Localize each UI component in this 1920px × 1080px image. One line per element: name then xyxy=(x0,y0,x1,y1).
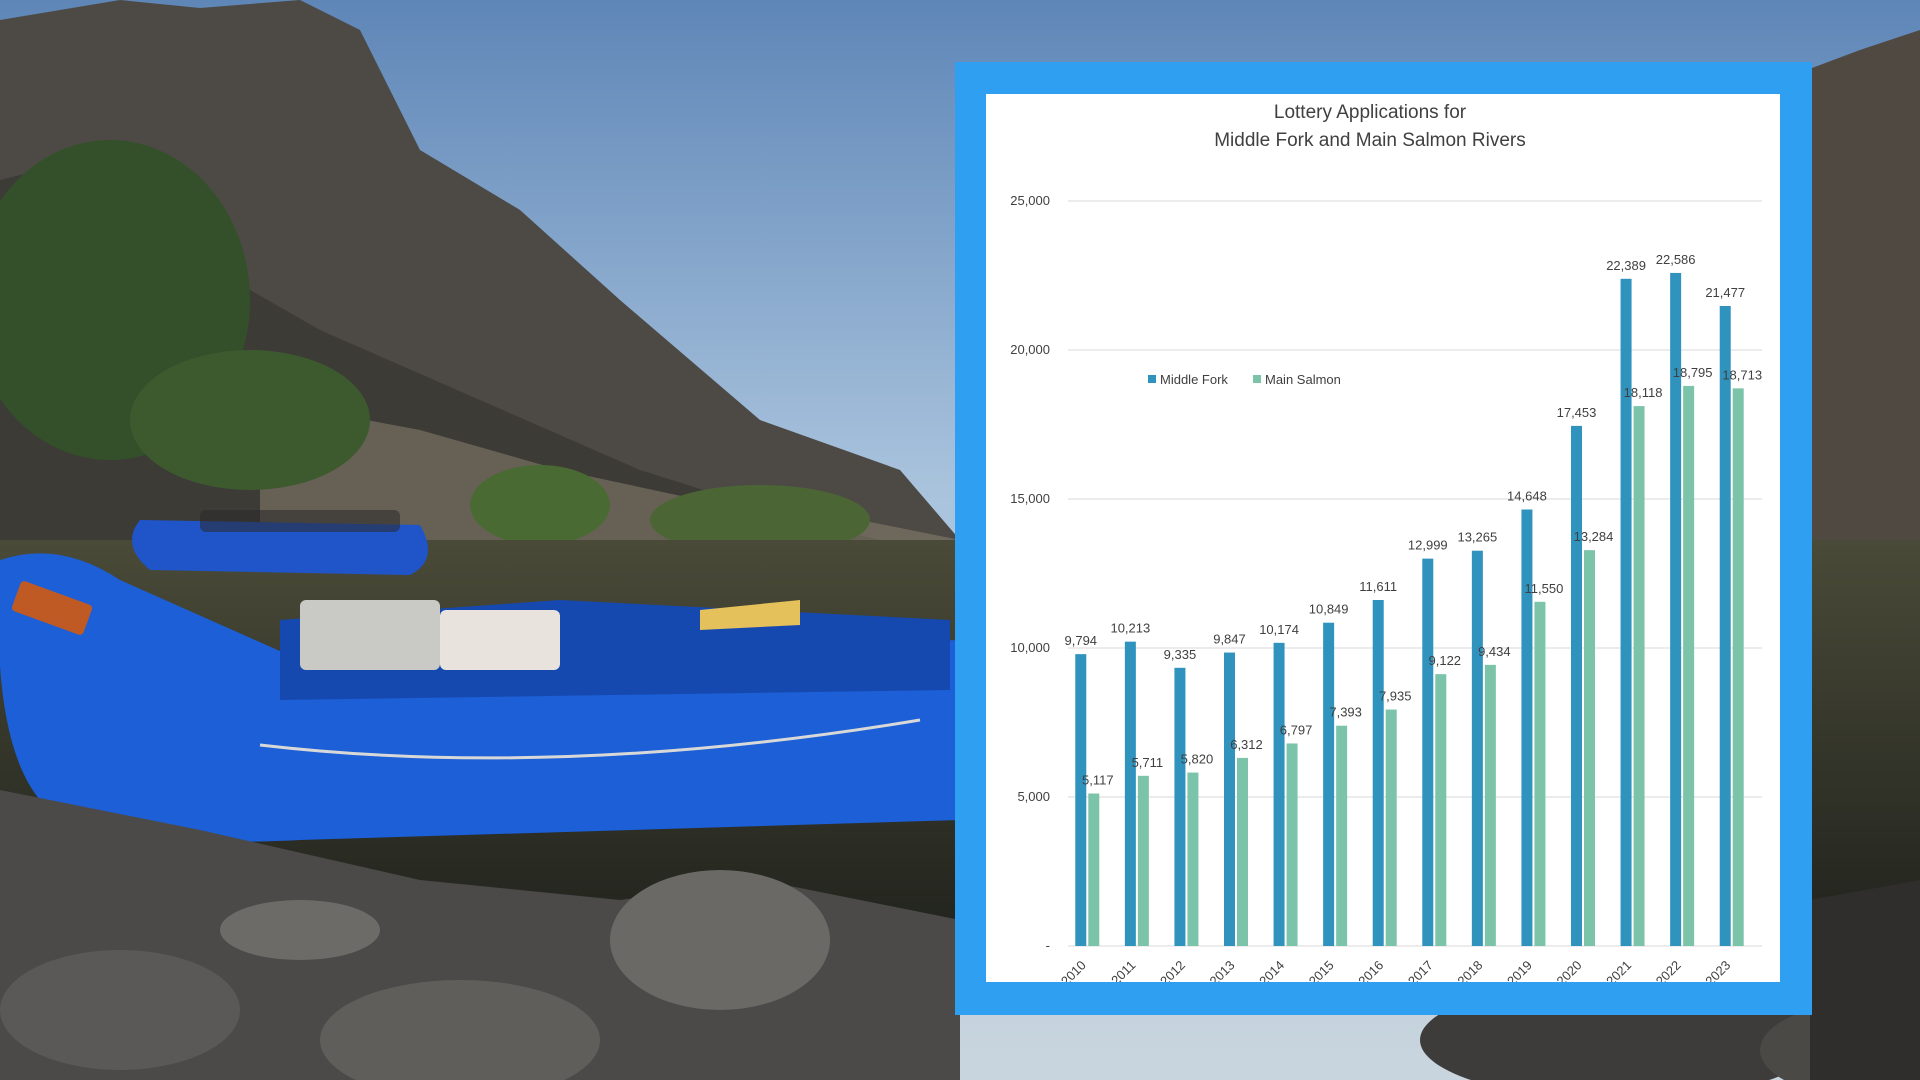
right-mountain xyxy=(1780,30,1920,650)
y-tick-label: 10,000 xyxy=(1010,640,1050,655)
y-tick-label: 20,000 xyxy=(1010,342,1050,357)
data-label: 9,335 xyxy=(1164,647,1197,662)
bar-middle-fork-2014 xyxy=(1273,642,1285,946)
chart-title-line-1: Lottery Applications for xyxy=(1274,102,1467,123)
x-tick-label: 2013 xyxy=(1207,958,1238,982)
bar-main-salmon-2011 xyxy=(1137,775,1149,946)
bar-middle-fork-2021 xyxy=(1620,278,1632,946)
bar-main-salmon-2018 xyxy=(1484,664,1496,946)
x-tick-label: 2019 xyxy=(1504,958,1535,982)
bar-main-salmon-2016 xyxy=(1385,709,1397,946)
y-tick-label: 15,000 xyxy=(1010,491,1050,506)
data-label: 14,648 xyxy=(1507,488,1547,503)
data-label: 5,820 xyxy=(1181,752,1214,767)
bar-middle-fork-2020 xyxy=(1571,425,1582,946)
bar-main-salmon-2017 xyxy=(1435,674,1447,946)
bar-middle-fork-2013 xyxy=(1224,652,1235,946)
x-tick-label: 2012 xyxy=(1157,958,1188,982)
trees xyxy=(0,140,870,555)
x-tick-label: 2014 xyxy=(1256,958,1287,982)
chart-frame: Lottery Applications for Middle Fork and… xyxy=(955,62,1812,1015)
legend: Middle Fork Main Salmon xyxy=(1148,372,1341,387)
x-tick-label: 2018 xyxy=(1454,958,1485,982)
bar-main-salmon-2019 xyxy=(1534,601,1546,946)
data-label: 13,265 xyxy=(1457,530,1497,545)
bar-main-salmon-2021 xyxy=(1633,406,1645,946)
data-labels: 9,794 5,117 10,213 5,711 9,335 5,820 9,847 6,31… xyxy=(1065,252,1763,788)
legend-swatch xyxy=(1253,375,1261,383)
x-tick-label: 2020 xyxy=(1554,958,1585,982)
bar-middle-fork-2010 xyxy=(1075,654,1087,946)
y-tick-label: 25,000 xyxy=(1010,193,1050,208)
y-axis: - 5,000 10,000 15,000 20,000 25,000 xyxy=(1010,193,1050,953)
data-label: 10,174 xyxy=(1259,622,1299,637)
bar-middle-fork-2022 xyxy=(1670,272,1682,946)
data-label: 6,312 xyxy=(1230,737,1263,752)
x-tick-label: 2022 xyxy=(1653,958,1684,982)
chart-panel: Lottery Applications for Middle Fork and… xyxy=(986,94,1780,982)
data-label: 6,797 xyxy=(1280,722,1313,737)
bar-main-salmon-2023 xyxy=(1732,388,1744,946)
x-tick-label: 2011 xyxy=(1108,958,1138,982)
data-label: 11,550 xyxy=(1525,581,1564,596)
x-tick-label: 2010 xyxy=(1058,958,1089,982)
data-label: 7,393 xyxy=(1329,705,1362,720)
bar-main-salmon-2012 xyxy=(1187,772,1199,946)
bar-main-salmon-2013 xyxy=(1237,757,1248,946)
bar-main-salmon-2020 xyxy=(1584,550,1595,946)
data-label: 9,122 xyxy=(1429,653,1462,668)
x-axis: 2010 2011 2012 2013 2014 2015 2016 2017 2018 2019… xyxy=(1058,958,1733,982)
bar-middle-fork-2011 xyxy=(1124,641,1136,946)
data-label: 12,999 xyxy=(1408,538,1448,553)
y-tick-label: - xyxy=(1046,938,1050,953)
bar-middle-fork-2018 xyxy=(1471,550,1483,946)
y-tick-label: 5,000 xyxy=(1017,789,1050,804)
data-label: 5,117 xyxy=(1082,773,1114,788)
data-label: 13,284 xyxy=(1574,529,1614,544)
bar-middle-fork-2015 xyxy=(1323,622,1335,946)
legend-label: Middle Fork xyxy=(1160,372,1228,387)
data-label: 11,611 xyxy=(1359,579,1397,594)
data-label: 18,713 xyxy=(1722,367,1762,382)
legend-label: Main Salmon xyxy=(1265,372,1341,387)
x-tick-label: 2023 xyxy=(1702,958,1733,982)
data-label: 9,794 xyxy=(1065,633,1098,648)
bar-main-salmon-2022 xyxy=(1683,385,1695,946)
data-label: 18,795 xyxy=(1673,365,1713,380)
gridlines xyxy=(1068,200,1762,947)
data-label: 18,118 xyxy=(1624,385,1663,400)
data-label: 17,453 xyxy=(1557,405,1597,420)
data-label: 22,586 xyxy=(1656,252,1696,267)
bar-middle-fork-2017 xyxy=(1422,558,1434,946)
bar-middle-fork-2019 xyxy=(1521,509,1533,946)
bars xyxy=(1075,272,1744,946)
bar-middle-fork-2023 xyxy=(1719,305,1731,946)
data-label: 5,711 xyxy=(1132,755,1164,770)
bar-middle-fork-2012 xyxy=(1174,667,1186,946)
data-label: 9,434 xyxy=(1478,644,1511,659)
bar-main-salmon-2015 xyxy=(1336,725,1348,946)
data-label: 22,389 xyxy=(1606,258,1646,273)
data-label: 10,849 xyxy=(1309,602,1349,617)
data-label: 7,935 xyxy=(1379,689,1412,704)
x-tick-label: 2015 xyxy=(1306,958,1337,982)
bar-middle-fork-2016 xyxy=(1372,599,1384,946)
x-tick-label: 2016 xyxy=(1355,958,1386,982)
data-label: 10,213 xyxy=(1110,621,1150,636)
x-tick-label: 2021 xyxy=(1603,958,1634,982)
legend-swatch xyxy=(1148,375,1156,383)
data-label: 21,477 xyxy=(1705,285,1745,300)
bar-main-salmon-2010 xyxy=(1088,793,1100,946)
chart: Lottery Applications for Middle Fork and… xyxy=(1010,102,1763,982)
x-tick-label: 2017 xyxy=(1405,958,1436,982)
data-label: 9,847 xyxy=(1213,632,1246,647)
rafts xyxy=(0,510,960,842)
bar-main-salmon-2014 xyxy=(1286,743,1298,946)
chart-title-line-2: Middle Fork and Main Salmon Rivers xyxy=(1214,130,1526,151)
